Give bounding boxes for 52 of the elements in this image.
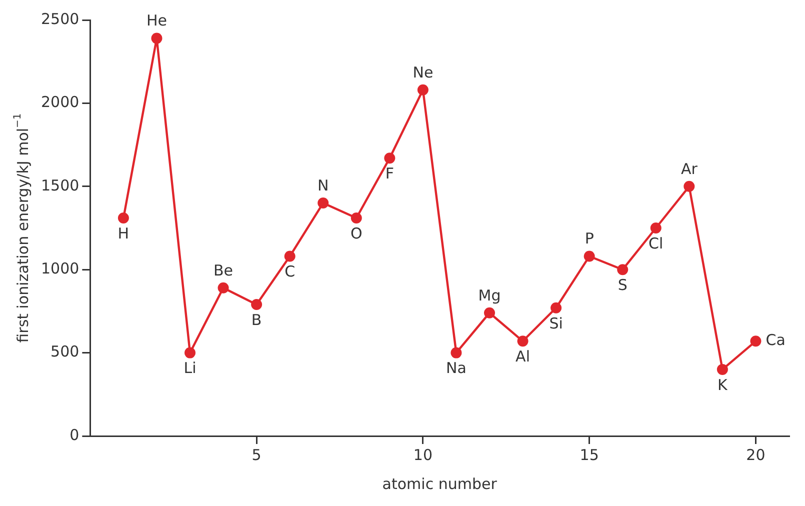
y-tick-label: 2500 — [40, 10, 80, 28]
annotation: Cl — [648, 234, 664, 252]
point — [384, 152, 396, 164]
point — [284, 250, 296, 262]
annotation: Li — [184, 359, 196, 378]
point — [584, 250, 595, 262]
x-tick-label: 15 — [580, 446, 599, 464]
point — [350, 212, 362, 224]
annotation: He — [146, 12, 167, 30]
annotation: Al — [516, 348, 530, 366]
annotation: C — [284, 262, 296, 281]
point — [716, 364, 728, 375]
point — [218, 282, 229, 294]
y-axis-title: first ionization energy/kJ mol−1 — [12, 113, 32, 343]
y-tick-label: 0 — [70, 426, 80, 444]
annotation: F — [385, 164, 394, 183]
point — [684, 180, 695, 192]
annotation: O — [350, 224, 362, 242]
annotation: Ne — [412, 63, 434, 82]
annotation: Si — [549, 314, 563, 332]
x-tick-label: 10 — [413, 446, 432, 464]
point — [617, 264, 628, 276]
annotation: P — [584, 230, 594, 248]
annotation: Mg — [478, 286, 501, 304]
point — [650, 222, 662, 234]
point — [750, 336, 762, 347]
point — [151, 32, 162, 44]
y-tick-label: 1000 — [40, 259, 80, 278]
point — [550, 302, 562, 314]
annotation: N — [318, 176, 329, 194]
point — [517, 336, 528, 347]
point — [450, 347, 462, 358]
annotation: Ar — [680, 160, 698, 178]
y-tick-label: 1500 — [40, 176, 80, 194]
annotation: Be — [214, 261, 234, 280]
x-tick-label: 5 — [252, 446, 262, 464]
annotation: K — [718, 376, 729, 394]
y-tick-label: 500 — [50, 342, 80, 361]
annotation: H — [118, 224, 130, 242]
annotation: B — [251, 310, 262, 329]
point — [184, 347, 196, 358]
point — [484, 307, 496, 318]
x-axis-title: atomic number — [382, 474, 498, 493]
annotation: Na — [446, 359, 466, 378]
point — [318, 198, 329, 209]
point — [118, 212, 129, 224]
annotation: Ca — [766, 331, 786, 350]
annotation: S — [618, 276, 628, 294]
point — [251, 299, 262, 310]
point — [417, 84, 428, 96]
x-tick-label: 20 — [746, 446, 766, 464]
y-tick-label: 2000 — [40, 93, 80, 112]
